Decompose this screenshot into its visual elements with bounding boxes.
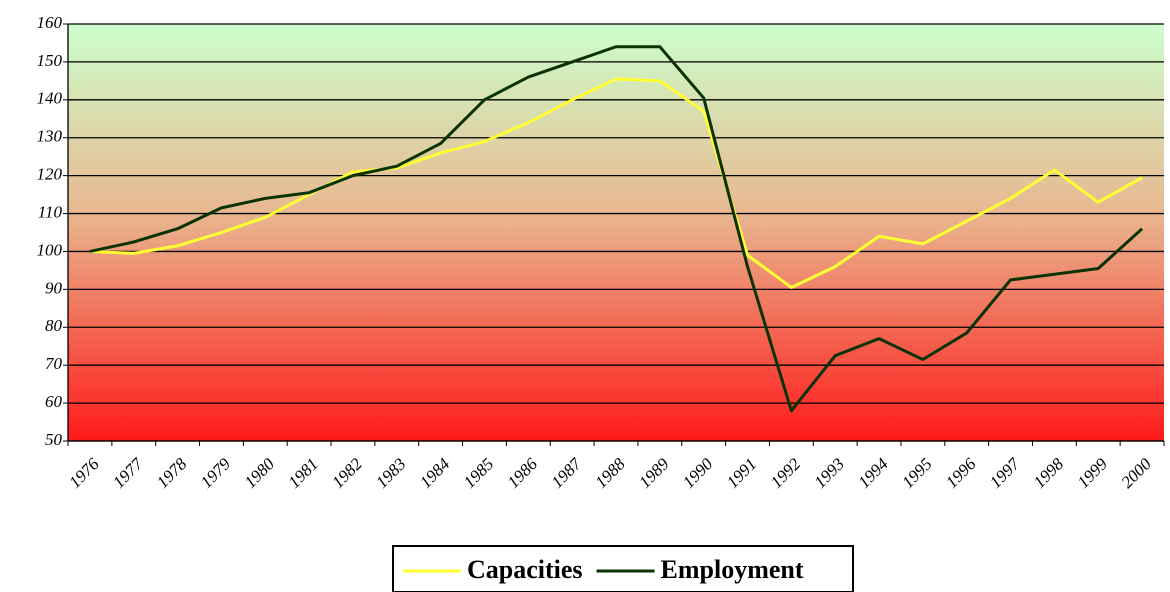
x-tick-label: 1997	[986, 453, 1025, 492]
y-tick-label: 140	[37, 89, 63, 108]
x-tick-label: 1976	[65, 454, 103, 492]
y-tick-label: 80	[45, 316, 63, 335]
x-tick-label: 1994	[854, 454, 892, 492]
y-tick-label: 50	[45, 430, 63, 449]
y-tick-label: 160	[37, 13, 63, 32]
x-tick-label: 1986	[504, 454, 542, 492]
x-tick-label: 1996	[942, 454, 980, 492]
x-tick-label: 1993	[811, 454, 848, 491]
plot-area	[68, 24, 1164, 441]
y-tick-label: 60	[45, 392, 63, 411]
x-tick-label: 1984	[416, 454, 454, 492]
x-tick-label: 1995	[898, 454, 935, 491]
x-tick-label: 1990	[679, 454, 717, 492]
y-tick-label: 90	[45, 278, 63, 297]
x-tick-label: 1988	[591, 454, 629, 492]
y-tick-label: 100	[37, 240, 63, 259]
x-tick-label: 1977	[109, 453, 148, 492]
x-tick-label: 1991	[723, 454, 760, 491]
legend-label: Employment	[661, 555, 804, 584]
series-line	[89, 77, 1143, 289]
x-tick-label: 1989	[635, 454, 673, 492]
x-tick-label: 1985	[460, 454, 497, 491]
y-tick-label: 130	[37, 127, 63, 146]
x-tick-label: 1999	[1074, 454, 1112, 492]
x-tick-label: 1981	[284, 454, 321, 491]
x-tick-label: 1987	[548, 453, 587, 492]
y-tick-label: 120	[37, 165, 63, 184]
x-tick-label: 1980	[241, 454, 279, 492]
legend: Capacities Employment	[392, 545, 854, 592]
y-tick-label: 70	[45, 354, 63, 373]
legend-box	[392, 545, 854, 592]
x-tick-label: 2000	[1117, 454, 1155, 492]
series-line	[89, 45, 1144, 413]
x-tick-label: 1998	[1030, 454, 1068, 492]
x-tick-label: 1982	[328, 454, 366, 492]
y-tick-label: 150	[37, 51, 63, 70]
y-tick-label: 110	[38, 202, 63, 221]
x-tick-label: 1979	[197, 454, 235, 492]
x-tick-label: 1978	[153, 454, 191, 492]
x-tick-label: 1992	[767, 454, 805, 492]
x-tick-label: 1983	[372, 454, 409, 491]
legend-label: Capacities	[467, 555, 583, 584]
